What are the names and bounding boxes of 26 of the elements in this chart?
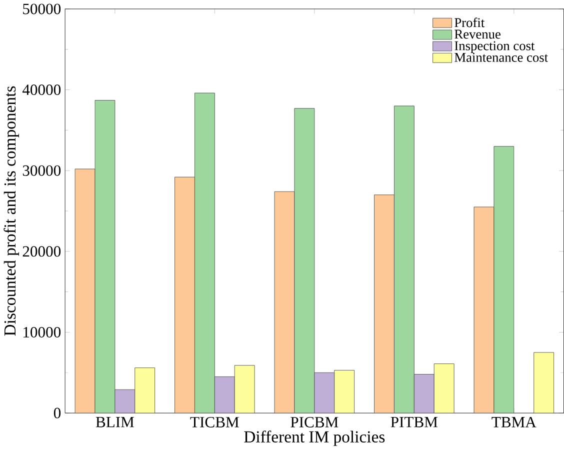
legend-label: Inspection cost: [454, 42, 535, 54]
bar: [334, 370, 355, 414]
bar: [414, 374, 434, 414]
legend-label: Revenue: [454, 30, 500, 39]
y-tick-label: 50000: [23, 4, 61, 14]
y-tick-label: 20000: [22, 246, 61, 257]
x-tick-label: BLIM: [96, 417, 134, 428]
bar: [234, 365, 255, 414]
bar: [314, 372, 335, 414]
x-tick-label: PICBM: [290, 417, 338, 428]
y-tick-label: 10000: [24, 327, 61, 338]
bar: [534, 352, 554, 414]
bar: [134, 368, 156, 414]
bar: [434, 364, 454, 414]
y-tick-label: 40000: [22, 84, 61, 96]
x-tick-label: TICBM: [190, 417, 239, 428]
x-tick-label: PITBM: [390, 417, 438, 428]
x-axis-title: Different IM policies: [244, 430, 385, 446]
x-tick-label: TBMA: [492, 417, 536, 428]
legend-label: Profit: [454, 18, 485, 28]
bar: [114, 390, 136, 414]
legend-label: Maintenance cost: [454, 53, 548, 62]
bar: [214, 376, 235, 414]
y-tick-label: 0: [54, 408, 61, 418]
y-tick-label: 30000: [22, 166, 61, 176]
y-axis-title: Discounted profit and its components: [4, 86, 20, 336]
